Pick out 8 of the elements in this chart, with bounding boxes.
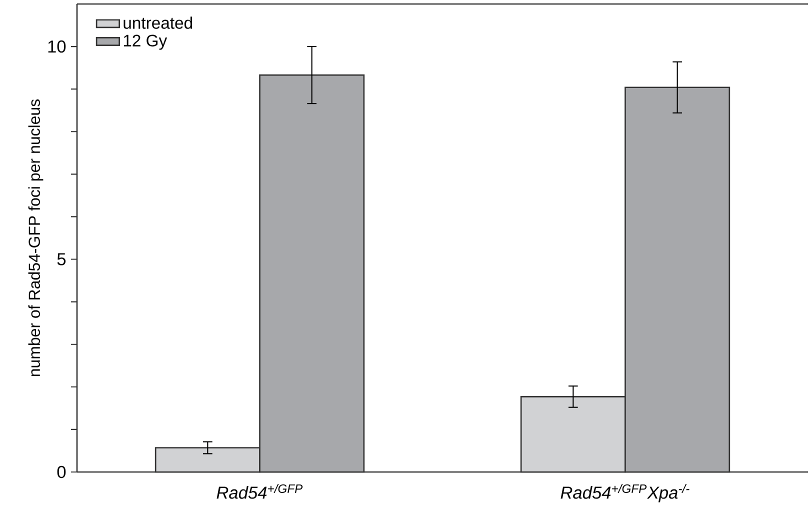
- legend-label: untreated: [124, 16, 192, 29]
- x-tick-label: Rad54$^{+/GFP}$Xpa$^{-/-}$: [560, 484, 690, 502]
- y-tick-label: 10: [48, 40, 66, 53]
- y-tick-label: 5: [57, 253, 66, 266]
- x-tick-label: Rad54$^{+/GFP}$: [216, 484, 303, 499]
- legend-label: 12 Gy: [124, 34, 168, 50]
- y-tick-label: 0: [57, 466, 66, 478]
- y-axis-title: number of Rad54-GFP foci per nucleus: [28, 99, 44, 376]
